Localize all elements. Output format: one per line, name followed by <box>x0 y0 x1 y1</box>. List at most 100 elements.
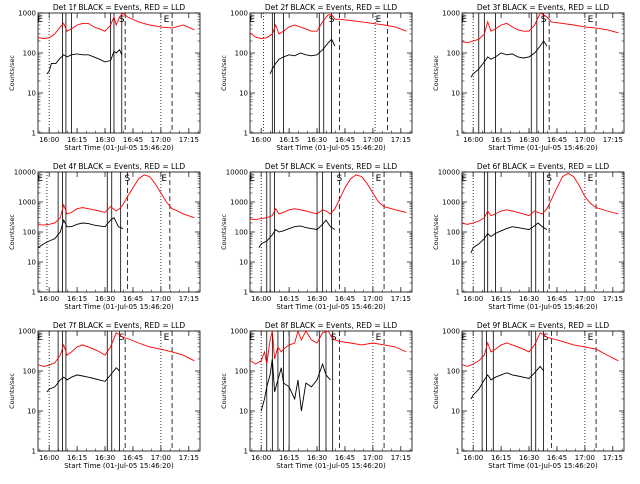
y-tick-label: 1000 <box>18 10 36 18</box>
series-lld-line <box>462 332 619 367</box>
y-tick-label: 10000 <box>438 169 460 177</box>
x-tick-label: 16:00 <box>39 136 59 144</box>
marker-lines <box>260 331 385 451</box>
x-tick-label: 16:30 <box>519 454 539 462</box>
y-axis-label: Counts/sec <box>432 373 440 409</box>
x-tick-label: 17:00 <box>363 295 383 303</box>
x-tick-label: 16:15 <box>67 136 87 144</box>
x-tick-label: 17:00 <box>363 136 383 144</box>
plot-frame <box>461 171 625 293</box>
x-tick-label: 17:00 <box>363 454 383 462</box>
x-tick-label: 17:15 <box>391 295 411 303</box>
y-axis-label: Counts/sec <box>432 214 440 250</box>
series-lld-line <box>250 331 407 365</box>
series-lld-line <box>38 13 195 39</box>
series-events-line <box>260 358 331 412</box>
series-group <box>250 174 407 248</box>
annotation-e: E <box>588 333 594 343</box>
x-axis-label: Start Time (01-Jul-05 15:46:20) <box>488 462 598 470</box>
chart-panel-6: Det 6f BLACK = Events, RED = LLD 1 10 100 10… <box>432 162 625 311</box>
marker-lines <box>472 331 597 451</box>
y-axis-label: Counts/sec <box>220 55 228 91</box>
chart-panel-4: Det 4f BLACK = Events, RED = LLD 1 10 100 10… <box>8 162 201 311</box>
chart-title: Det 3f BLACK = Events, RED = LLD <box>477 3 610 12</box>
x-axis-label: Start Time (01-Jul-05 15:46:20) <box>488 144 598 152</box>
x-tick-label: 16:45 <box>335 136 355 144</box>
x-tick-label: 16:30 <box>95 136 115 144</box>
x-axis-label: Start Time (01-Jul-05 15:46:20) <box>64 303 174 311</box>
series-lld-line <box>462 172 619 225</box>
x-axis-label: Start Time (01-Jul-05 15:46:20) <box>276 144 386 152</box>
marker-lines <box>263 13 388 133</box>
annotation-e: E <box>249 15 255 25</box>
y-axis-label: Counts/sec <box>8 214 16 250</box>
series-events-line <box>38 217 124 249</box>
series-group <box>462 332 619 400</box>
annotation-e: E <box>249 333 255 343</box>
series-events-line <box>269 38 336 75</box>
x-tick-label: 16:15 <box>67 454 87 462</box>
chart-title: Det 9f BLACK = Events, RED = LLD <box>477 321 610 330</box>
annotation-e: E <box>376 15 382 25</box>
chart-panel-8: Det 8f BLACK = Events, RED = LLD 1 10 100 10… <box>220 321 413 470</box>
x-tick-label: 16:30 <box>95 295 115 303</box>
y-tick-label: 1000 <box>230 328 248 336</box>
marker-lines <box>260 172 385 292</box>
chart-panel-2: Det 2f BLACK = Events, RED = LLD 1 10 100 10… <box>220 3 413 152</box>
series-group <box>462 172 619 254</box>
x-tick-label: 16:15 <box>67 295 87 303</box>
chart-panel-5: Det 5f BLACK = Events, RED = LLD 1 10 100 10… <box>220 162 413 311</box>
chart-title: Det 2f BLACK = Events, RED = LLD <box>265 3 398 12</box>
x-tick-label: 16:30 <box>307 136 327 144</box>
annotation-e: E <box>161 174 167 184</box>
y-tick-label: 1000 <box>442 199 460 207</box>
x-axis-label: Start Time (01-Jul-05 15:46:20) <box>64 144 174 152</box>
y-tick-label: 1 <box>244 448 248 456</box>
y-tick-label: 100 <box>447 229 460 237</box>
x-tick-label: 17:15 <box>603 136 623 144</box>
x-tick-label: 16:30 <box>95 454 115 462</box>
x-tick-label: 17:15 <box>179 295 199 303</box>
y-tick-label: 100 <box>235 229 248 237</box>
y-tick-label: 100 <box>23 368 36 376</box>
annotation-s: S <box>337 174 343 184</box>
marker-lines <box>48 13 173 133</box>
x-tick-label: 16:15 <box>279 136 299 144</box>
annotation-e: E <box>164 15 170 25</box>
x-tick-label: 16:45 <box>547 136 567 144</box>
series-events-line <box>46 367 120 393</box>
series-group <box>462 13 619 78</box>
y-tick-label: 1 <box>456 448 460 456</box>
y-tick-label: 1000 <box>442 10 460 18</box>
x-tick-label: 16:00 <box>251 136 271 144</box>
annotation-e: E <box>461 333 467 343</box>
y-tick-label: 10 <box>451 90 460 98</box>
annotation-e: E <box>37 15 43 25</box>
x-tick-label: 16:15 <box>491 454 511 462</box>
annotation-e: E <box>37 333 43 343</box>
x-tick-label: 17:15 <box>179 136 199 144</box>
x-tick-label: 16:15 <box>491 136 511 144</box>
y-tick-label: 10000 <box>14 169 36 177</box>
plot-frame <box>37 12 201 134</box>
annotation-s: S <box>329 15 335 25</box>
plot-frame <box>461 330 625 452</box>
x-tick-label: 16:00 <box>39 454 59 462</box>
series-group <box>250 14 407 75</box>
y-tick-label: 10 <box>27 259 36 267</box>
y-tick-label: 1 <box>32 289 36 297</box>
marker-lines <box>48 331 173 451</box>
x-tick-label: 17:00 <box>151 136 171 144</box>
y-tick-label: 10 <box>27 90 36 98</box>
chart-title: Det 8f BLACK = Events, RED = LLD <box>265 321 398 330</box>
x-tick-label: 16:30 <box>307 454 327 462</box>
y-axis-label: Counts/sec <box>220 214 228 250</box>
annotation-e: E <box>164 333 170 343</box>
annotation-e: E <box>461 174 467 184</box>
chart-title: Det 6f BLACK = Events, RED = LLD <box>477 162 610 171</box>
chart-panel-7: Det 7f BLACK = Events, RED = LLD 1 10 100 10… <box>8 321 201 470</box>
y-axis-label: Counts/sec <box>8 373 16 409</box>
marker-lines <box>472 13 597 133</box>
y-tick-label: 10 <box>27 408 36 416</box>
